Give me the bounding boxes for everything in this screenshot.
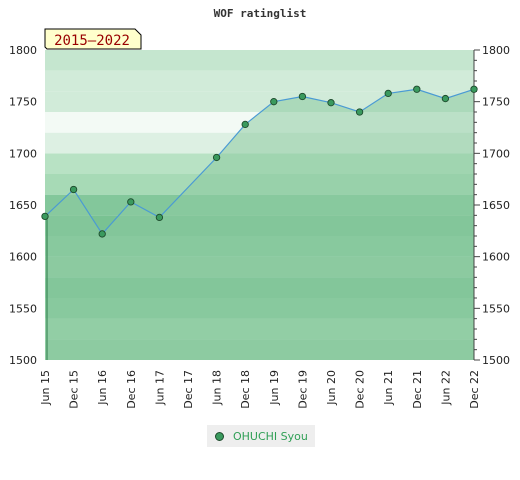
y-tick-label-right: 1700 bbox=[482, 147, 510, 160]
chart-title: WOF ratinglist bbox=[214, 7, 307, 20]
x-tick-label: Dec 21 bbox=[411, 370, 424, 409]
y-tick-label-left: 1550 bbox=[9, 302, 37, 315]
x-tick-label: Jun 21 bbox=[382, 370, 395, 406]
x-tick-label: Dec 17 bbox=[182, 370, 195, 409]
axes: 1500 1500 1550 1550 1600 1600 1650 1650 1700 1700… bbox=[9, 44, 510, 409]
x-tick-label: Jun 15 bbox=[39, 370, 52, 406]
x-tick-label: Jun 19 bbox=[268, 370, 281, 406]
data-points bbox=[41, 85, 478, 238]
y-tick-label-right: 1750 bbox=[482, 96, 510, 109]
y-tick-label-left: 1700 bbox=[9, 147, 37, 160]
y-tick-label-left: 1500 bbox=[9, 354, 37, 367]
x-tick-label: Dec 19 bbox=[296, 370, 309, 409]
period-badge-text: 2015–2022 bbox=[54, 33, 130, 49]
data-point bbox=[241, 120, 249, 129]
y-tick-label-right: 1550 bbox=[482, 302, 510, 315]
data-point bbox=[413, 85, 421, 93]
x-tick-label: Dec 18 bbox=[239, 370, 252, 409]
x-tick-label: Jun 18 bbox=[211, 370, 224, 406]
y-tick-label-left: 1650 bbox=[9, 199, 37, 212]
legend-label: OHUCHI Syou bbox=[233, 429, 308, 443]
x-tick-label: Dec 15 bbox=[68, 370, 81, 409]
data-point bbox=[270, 98, 278, 106]
x-tick-label: Dec 16 bbox=[125, 370, 138, 409]
period-badge: 2015–2022 bbox=[44, 28, 142, 50]
y-tick-label-right: 1500 bbox=[482, 354, 510, 367]
y-tick-label-right: 1650 bbox=[482, 199, 510, 212]
area-fill bbox=[45, 89, 474, 361]
legend: OHUCHI Syou bbox=[207, 425, 315, 447]
y-tick-label-left: 1600 bbox=[9, 251, 37, 264]
data-point bbox=[470, 85, 478, 93]
data-point bbox=[212, 153, 221, 162]
data-point bbox=[441, 94, 450, 103]
y-tick-label-left: 1750 bbox=[9, 96, 37, 109]
y-tick-label-left: 1800 bbox=[9, 44, 37, 57]
data-point bbox=[355, 108, 364, 116]
data-point bbox=[327, 99, 335, 107]
data-point bbox=[98, 230, 106, 238]
data-point bbox=[155, 213, 164, 222]
band bbox=[45, 70, 474, 92]
y-tick-label-right: 1800 bbox=[482, 44, 510, 57]
x-tick-label: Jun 17 bbox=[153, 370, 166, 406]
data-point bbox=[69, 185, 78, 194]
data-point bbox=[41, 212, 49, 221]
band bbox=[45, 50, 474, 71]
x-tick-label: Jun 22 bbox=[439, 370, 452, 406]
x-tick-label: Dec 22 bbox=[468, 370, 481, 409]
data-point bbox=[127, 198, 135, 206]
y-tick-label-right: 1600 bbox=[482, 251, 510, 264]
data-point bbox=[384, 89, 392, 98]
data-point bbox=[298, 92, 307, 101]
x-tick-label: Dec 20 bbox=[354, 370, 367, 409]
x-tick-label: Jun 20 bbox=[325, 370, 338, 406]
x-tick-label: Jun 16 bbox=[96, 370, 109, 406]
legend-marker bbox=[215, 431, 224, 441]
